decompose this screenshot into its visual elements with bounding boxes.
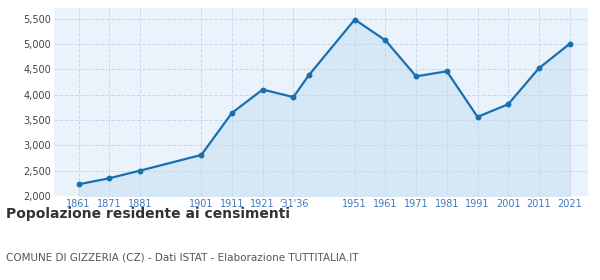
Point	[227, 111, 237, 115]
Point	[380, 38, 390, 43]
Text: Popolazione residente ai censimenti: Popolazione residente ai censimenti	[6, 207, 290, 221]
Point	[289, 95, 298, 99]
Point	[304, 73, 314, 78]
Point	[534, 66, 544, 71]
Point	[104, 176, 114, 181]
Point	[473, 115, 482, 119]
Point	[412, 74, 421, 79]
Text: COMUNE DI GIZZERIA (CZ) - Dati ISTAT - Elaborazione TUTTITALIA.IT: COMUNE DI GIZZERIA (CZ) - Dati ISTAT - E…	[6, 252, 359, 262]
Point	[442, 69, 452, 74]
Point	[258, 87, 268, 92]
Point	[74, 182, 83, 186]
Point	[135, 168, 145, 173]
Point	[197, 153, 206, 157]
Point	[503, 102, 513, 106]
Point	[565, 42, 574, 46]
Point	[350, 17, 359, 22]
